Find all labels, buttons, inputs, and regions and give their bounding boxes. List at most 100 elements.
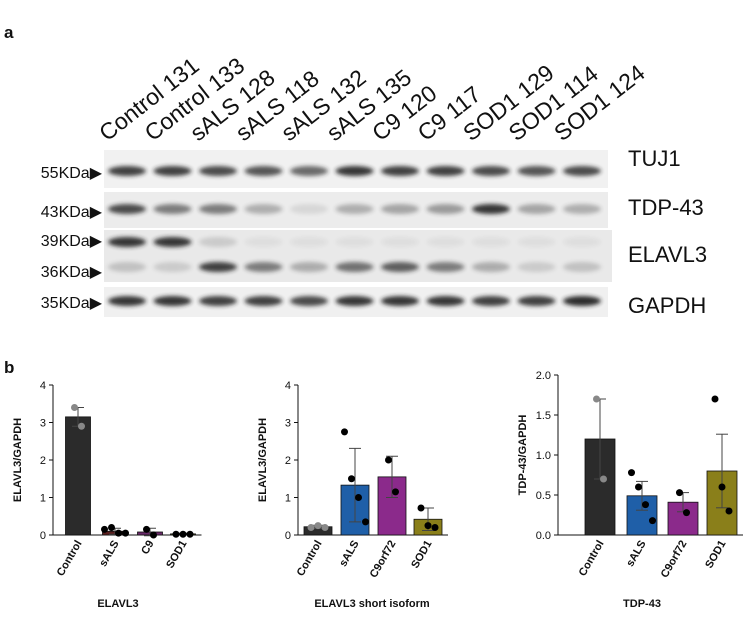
band bbox=[290, 262, 328, 272]
band bbox=[290, 204, 328, 214]
y-tick-label: 3 bbox=[40, 418, 46, 430]
band bbox=[108, 166, 146, 176]
data-point bbox=[600, 475, 607, 483]
band bbox=[426, 237, 465, 247]
marker-label: 35KDa▶ bbox=[41, 295, 103, 312]
data-point bbox=[392, 488, 399, 496]
band bbox=[381, 204, 419, 214]
protein-label: GAPDH bbox=[628, 293, 706, 318]
band bbox=[472, 166, 510, 176]
x-tick-label: SOD1 bbox=[703, 539, 728, 571]
band bbox=[563, 262, 601, 272]
western-blot bbox=[104, 150, 612, 317]
x-tick-label: Control bbox=[295, 539, 325, 579]
band bbox=[153, 166, 192, 176]
band bbox=[472, 296, 510, 306]
x-tick-label: C9orf72 bbox=[659, 539, 690, 580]
marker-label: 55KDa▶ bbox=[41, 165, 103, 182]
band bbox=[153, 204, 192, 214]
data-point bbox=[71, 404, 78, 411]
band bbox=[472, 262, 510, 272]
protein-label: TUJ1 bbox=[628, 146, 681, 171]
x-tick-label: sALS bbox=[337, 539, 361, 569]
data-point bbox=[683, 509, 690, 517]
x-axis-label: TDP-43 bbox=[623, 598, 661, 610]
band bbox=[153, 237, 192, 247]
data-point bbox=[711, 395, 719, 403]
band bbox=[199, 204, 237, 214]
band bbox=[335, 204, 374, 214]
band bbox=[426, 262, 465, 272]
data-point bbox=[417, 504, 425, 512]
band bbox=[517, 262, 556, 272]
data-point bbox=[172, 530, 180, 538]
data-point bbox=[385, 456, 392, 464]
band bbox=[426, 296, 465, 306]
band bbox=[244, 296, 283, 306]
data-point bbox=[355, 494, 362, 501]
y-tick-label: 4 bbox=[40, 380, 46, 392]
band bbox=[290, 296, 328, 306]
band bbox=[335, 166, 374, 176]
band bbox=[290, 166, 328, 176]
y-tick-label: 2 bbox=[40, 455, 46, 467]
band bbox=[381, 296, 419, 306]
data-point bbox=[642, 501, 649, 509]
band bbox=[381, 262, 419, 272]
y-tick-label: 2.0 bbox=[536, 370, 551, 382]
x-tick-label: C9orf72 bbox=[368, 539, 399, 580]
y-axis-label: TDP-43/GAPDH bbox=[517, 415, 529, 496]
data-point bbox=[431, 524, 439, 531]
y-tick-label: 0.5 bbox=[536, 490, 551, 502]
band bbox=[563, 204, 601, 214]
data-point bbox=[725, 507, 733, 515]
data-point bbox=[143, 525, 150, 533]
data-point bbox=[101, 525, 108, 533]
data-point bbox=[362, 518, 369, 526]
data-point bbox=[78, 422, 85, 430]
data-point bbox=[108, 524, 115, 531]
y-tick-label: 0 bbox=[285, 530, 291, 542]
data-point bbox=[424, 522, 432, 530]
band bbox=[426, 204, 465, 214]
band bbox=[563, 296, 601, 306]
data-point bbox=[186, 530, 194, 538]
y-tick-label: 2 bbox=[285, 455, 291, 467]
y-tick-label: 4 bbox=[285, 380, 291, 392]
band bbox=[472, 237, 510, 247]
band bbox=[199, 166, 237, 176]
band bbox=[199, 262, 237, 272]
y-tick-label: 1.5 bbox=[536, 410, 551, 422]
data-point bbox=[150, 531, 157, 539]
band bbox=[563, 166, 601, 176]
x-tick-label: C9 bbox=[139, 539, 156, 557]
bar bbox=[65, 416, 91, 536]
x-tick-label: sALS bbox=[624, 539, 648, 569]
data-point bbox=[635, 483, 642, 491]
band bbox=[472, 204, 510, 214]
x-axis-label: ELAVL3 bbox=[97, 598, 138, 610]
band bbox=[290, 237, 328, 247]
band bbox=[244, 237, 283, 247]
band bbox=[153, 296, 192, 306]
band bbox=[244, 262, 283, 272]
x-tick-label: SOD1 bbox=[409, 539, 434, 571]
data-point bbox=[718, 483, 726, 491]
y-tick-label: 1 bbox=[285, 493, 291, 505]
panel-label: b bbox=[4, 358, 14, 377]
band bbox=[517, 237, 556, 247]
data-point bbox=[321, 524, 329, 531]
band bbox=[335, 262, 374, 272]
band bbox=[517, 166, 556, 176]
y-axis-label: ELAVL3/GAPDH bbox=[12, 418, 24, 502]
band bbox=[563, 237, 601, 247]
marker-label: 43KDa▶ bbox=[41, 204, 103, 221]
data-point bbox=[649, 517, 656, 525]
y-axis-label: ELAVL3/GAPDH bbox=[257, 418, 269, 502]
data-point bbox=[179, 530, 187, 538]
band bbox=[517, 296, 556, 306]
y-tick-label: 1 bbox=[40, 493, 46, 505]
band bbox=[244, 204, 283, 214]
marker-label: 39KDa▶ bbox=[41, 233, 103, 250]
